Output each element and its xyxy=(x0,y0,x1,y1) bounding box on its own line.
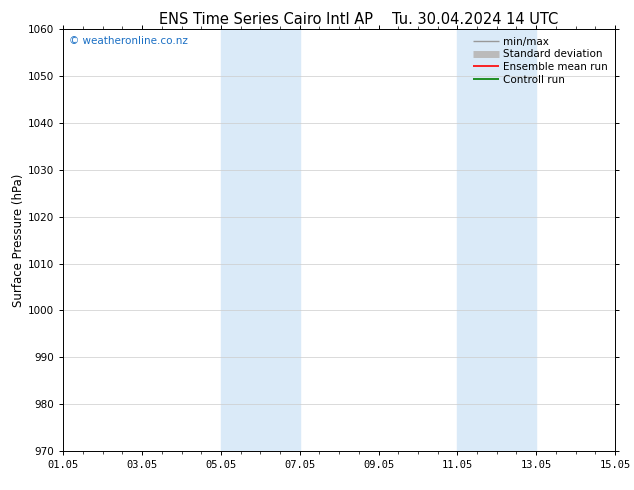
Text: Tu. 30.04.2024 14 UTC: Tu. 30.04.2024 14 UTC xyxy=(392,12,559,27)
Text: © weatheronline.co.nz: © weatheronline.co.nz xyxy=(69,36,188,46)
Legend: min/max, Standard deviation, Ensemble mean run, Controll run: min/max, Standard deviation, Ensemble me… xyxy=(470,35,610,87)
Y-axis label: Surface Pressure (hPa): Surface Pressure (hPa) xyxy=(12,173,25,307)
Text: ENS Time Series Cairo Intl AP: ENS Time Series Cairo Intl AP xyxy=(159,12,373,27)
Bar xyxy=(221,29,300,451)
Bar xyxy=(457,29,536,451)
